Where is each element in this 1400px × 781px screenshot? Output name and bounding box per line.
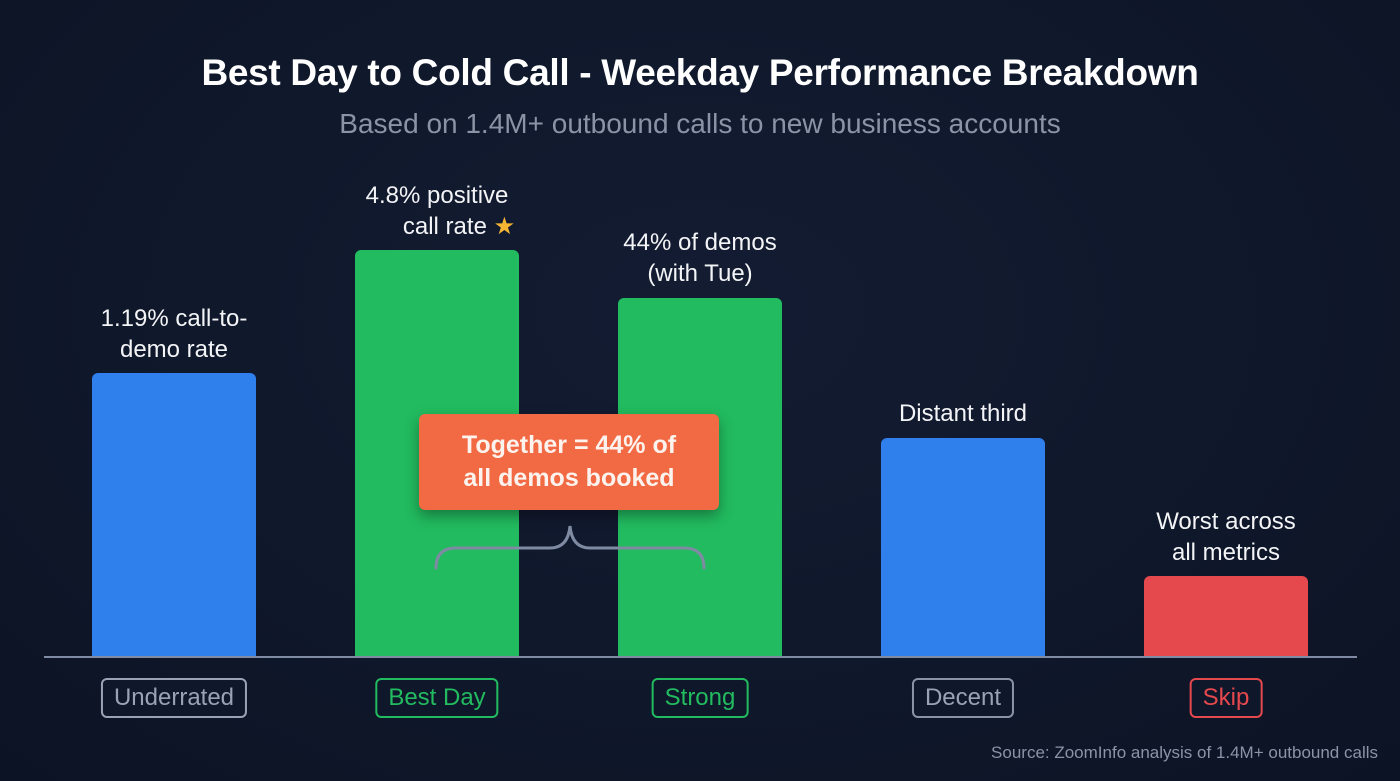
tag-decent: Decent (911, 678, 1015, 718)
bar-annotation-best-day: 4.8% positive call rate ★ (307, 180, 567, 242)
callout-box: Together = 44% of all demos booked (419, 414, 719, 510)
annotation-line: (with Tue) (647, 260, 753, 287)
callout-line: Together = 44% of (461, 431, 677, 459)
annotation-line: call rate ★ (307, 211, 567, 242)
chart-title: Best Day to Cold Call - Weekday Performa… (201, 52, 1199, 93)
annotation-line: 44% of demos (623, 229, 777, 256)
annotation-line: Distant third (898, 400, 1028, 427)
bar-annotation-skip: Worst across all metrics (1096, 506, 1356, 568)
x-axis-baseline (44, 656, 1357, 658)
annotation-line: 4.8% positive (365, 182, 509, 209)
bar-annotation-strong: 44% of demos (with Tue) (570, 227, 830, 289)
bar-annotation-decent: Distant third (833, 398, 1093, 429)
star-icon: ★ (493, 213, 516, 240)
annotation-line: all metrics (1171, 539, 1280, 566)
annotation-line: demo rate (119, 336, 229, 363)
bar-decent (881, 438, 1045, 657)
tag-underrated: Underrated (100, 678, 248, 718)
curly-brace-icon (434, 525, 706, 570)
annotation-text: call rate (402, 213, 487, 240)
bar-annotation-underrated: 1.19% call-to- demo rate (44, 303, 304, 365)
tag-skip: Skip (1189, 678, 1263, 718)
bar-underrated (92, 373, 256, 657)
tag-best-day: Best Day (375, 678, 499, 718)
annotation-line: Worst across (1156, 508, 1296, 535)
tag-strong: Strong (651, 678, 749, 718)
callout-line: all demos booked (463, 464, 675, 492)
annotation-line: 1.19% call-to- (100, 305, 248, 332)
chart-subtitle: Based on 1.4M+ outbound calls to new bus… (339, 108, 1061, 139)
bar-skip (1144, 576, 1308, 657)
source-note: Source: ZoomInfo analysis of 1.4M+ outbo… (991, 743, 1378, 762)
